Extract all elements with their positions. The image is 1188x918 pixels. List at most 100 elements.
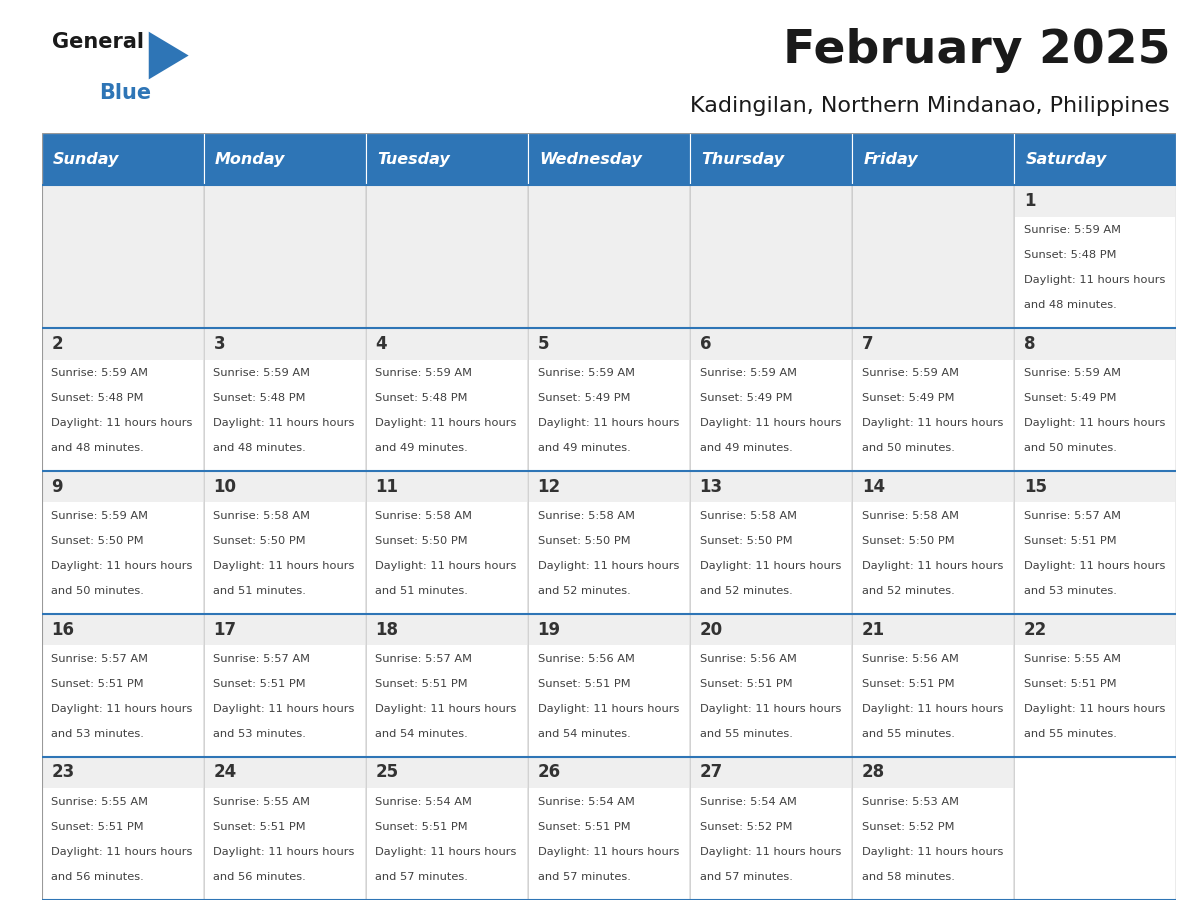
Text: Sunset: 5:52 PM: Sunset: 5:52 PM	[700, 822, 792, 832]
Text: Sunset: 5:50 PM: Sunset: 5:50 PM	[51, 536, 144, 546]
FancyBboxPatch shape	[203, 328, 366, 471]
Text: 15: 15	[1024, 477, 1047, 496]
Text: Daylight: 11 hours hours: Daylight: 11 hours hours	[375, 704, 517, 714]
Text: and 51 minutes.: and 51 minutes.	[375, 586, 468, 596]
FancyBboxPatch shape	[1015, 614, 1176, 756]
Text: Sunset: 5:49 PM: Sunset: 5:49 PM	[700, 393, 792, 403]
Text: Sunrise: 5:59 AM: Sunrise: 5:59 AM	[1024, 368, 1120, 378]
FancyBboxPatch shape	[527, 328, 690, 360]
Text: and 49 minutes.: and 49 minutes.	[537, 443, 631, 453]
FancyBboxPatch shape	[203, 133, 366, 185]
Text: Sunrise: 5:54 AM: Sunrise: 5:54 AM	[537, 797, 634, 807]
Text: Daylight: 11 hours hours: Daylight: 11 hours hours	[700, 561, 841, 571]
Text: Sunrise: 5:58 AM: Sunrise: 5:58 AM	[214, 511, 310, 521]
Text: and 50 minutes.: and 50 minutes.	[1024, 443, 1117, 453]
Text: Sunrise: 5:57 AM: Sunrise: 5:57 AM	[1024, 511, 1120, 521]
FancyBboxPatch shape	[852, 133, 1015, 185]
FancyBboxPatch shape	[366, 133, 527, 185]
Text: Sunrise: 5:54 AM: Sunrise: 5:54 AM	[375, 797, 473, 807]
Text: Daylight: 11 hours hours: Daylight: 11 hours hours	[537, 418, 678, 428]
Text: Thursday: Thursday	[701, 151, 784, 167]
Text: and 56 minutes.: and 56 minutes.	[214, 872, 307, 882]
Text: General: General	[52, 32, 144, 52]
FancyBboxPatch shape	[527, 185, 690, 328]
Text: 7: 7	[861, 335, 873, 353]
Text: Daylight: 11 hours hours: Daylight: 11 hours hours	[214, 418, 355, 428]
Text: 2: 2	[51, 335, 63, 353]
Text: Sunset: 5:51 PM: Sunset: 5:51 PM	[214, 822, 307, 832]
FancyBboxPatch shape	[527, 471, 690, 502]
Text: Sunset: 5:51 PM: Sunset: 5:51 PM	[214, 679, 307, 688]
Text: Sunset: 5:51 PM: Sunset: 5:51 PM	[1024, 536, 1117, 546]
FancyBboxPatch shape	[42, 756, 203, 900]
Text: Daylight: 11 hours hours: Daylight: 11 hours hours	[51, 561, 192, 571]
Text: Daylight: 11 hours hours: Daylight: 11 hours hours	[1024, 418, 1165, 428]
FancyBboxPatch shape	[203, 756, 366, 900]
FancyBboxPatch shape	[42, 756, 203, 789]
Text: Friday: Friday	[864, 151, 918, 167]
Text: and 53 minutes.: and 53 minutes.	[51, 729, 144, 739]
FancyBboxPatch shape	[690, 471, 852, 502]
Text: 23: 23	[51, 764, 75, 781]
Text: Daylight: 11 hours hours: Daylight: 11 hours hours	[861, 418, 1003, 428]
Text: and 52 minutes.: and 52 minutes.	[700, 586, 792, 596]
FancyBboxPatch shape	[203, 328, 366, 360]
Text: Sunrise: 5:58 AM: Sunrise: 5:58 AM	[861, 511, 959, 521]
FancyBboxPatch shape	[203, 185, 366, 328]
FancyBboxPatch shape	[1015, 185, 1176, 217]
Text: and 58 minutes.: and 58 minutes.	[861, 872, 955, 882]
Text: and 55 minutes.: and 55 minutes.	[861, 729, 955, 739]
Text: Daylight: 11 hours hours: Daylight: 11 hours hours	[375, 561, 517, 571]
Text: Sunrise: 5:59 AM: Sunrise: 5:59 AM	[51, 511, 148, 521]
Text: 27: 27	[700, 764, 722, 781]
Text: Saturday: Saturday	[1025, 151, 1107, 167]
Text: Sunrise: 5:55 AM: Sunrise: 5:55 AM	[214, 797, 310, 807]
FancyBboxPatch shape	[690, 185, 852, 328]
Text: Sunrise: 5:53 AM: Sunrise: 5:53 AM	[861, 797, 959, 807]
Text: and 52 minutes.: and 52 minutes.	[537, 586, 631, 596]
FancyBboxPatch shape	[42, 328, 203, 471]
Text: Daylight: 11 hours hours: Daylight: 11 hours hours	[214, 846, 355, 856]
Polygon shape	[148, 31, 189, 79]
FancyBboxPatch shape	[203, 471, 366, 614]
FancyBboxPatch shape	[852, 614, 1015, 756]
Text: and 48 minutes.: and 48 minutes.	[51, 443, 144, 453]
Text: Sunset: 5:51 PM: Sunset: 5:51 PM	[700, 679, 792, 688]
Text: Sunrise: 5:58 AM: Sunrise: 5:58 AM	[700, 511, 797, 521]
Text: Daylight: 11 hours hours: Daylight: 11 hours hours	[700, 846, 841, 856]
FancyBboxPatch shape	[852, 471, 1015, 502]
FancyBboxPatch shape	[42, 614, 203, 645]
FancyBboxPatch shape	[852, 756, 1015, 900]
Text: 6: 6	[700, 335, 712, 353]
FancyBboxPatch shape	[366, 328, 527, 360]
Text: Sunrise: 5:59 AM: Sunrise: 5:59 AM	[700, 368, 797, 378]
Text: Sunrise: 5:59 AM: Sunrise: 5:59 AM	[861, 368, 959, 378]
Text: 20: 20	[700, 621, 722, 639]
FancyBboxPatch shape	[690, 471, 852, 614]
Text: 17: 17	[214, 621, 236, 639]
Text: Daylight: 11 hours hours: Daylight: 11 hours hours	[375, 846, 517, 856]
Text: Sunset: 5:51 PM: Sunset: 5:51 PM	[537, 822, 630, 832]
Text: 11: 11	[375, 477, 398, 496]
Text: Daylight: 11 hours hours: Daylight: 11 hours hours	[51, 704, 192, 714]
Text: Sunset: 5:50 PM: Sunset: 5:50 PM	[861, 536, 954, 546]
FancyBboxPatch shape	[1015, 471, 1176, 502]
FancyBboxPatch shape	[690, 328, 852, 471]
FancyBboxPatch shape	[852, 185, 1015, 328]
Text: Sunset: 5:48 PM: Sunset: 5:48 PM	[375, 393, 468, 403]
Text: Sunrise: 5:55 AM: Sunrise: 5:55 AM	[1024, 654, 1120, 664]
Text: Sunset: 5:52 PM: Sunset: 5:52 PM	[861, 822, 954, 832]
Text: Sunrise: 5:54 AM: Sunrise: 5:54 AM	[700, 797, 796, 807]
FancyBboxPatch shape	[42, 328, 203, 360]
Text: Sunrise: 5:55 AM: Sunrise: 5:55 AM	[51, 797, 148, 807]
Text: Sunrise: 5:58 AM: Sunrise: 5:58 AM	[375, 511, 473, 521]
Text: February 2025: February 2025	[783, 28, 1170, 73]
Text: Sunset: 5:51 PM: Sunset: 5:51 PM	[375, 822, 468, 832]
Text: Daylight: 11 hours hours: Daylight: 11 hours hours	[375, 418, 517, 428]
Text: Daylight: 11 hours hours: Daylight: 11 hours hours	[537, 704, 678, 714]
Text: and 54 minutes.: and 54 minutes.	[375, 729, 468, 739]
FancyBboxPatch shape	[42, 471, 203, 614]
FancyBboxPatch shape	[366, 614, 527, 645]
Text: Sunset: 5:49 PM: Sunset: 5:49 PM	[861, 393, 954, 403]
FancyBboxPatch shape	[366, 471, 527, 614]
